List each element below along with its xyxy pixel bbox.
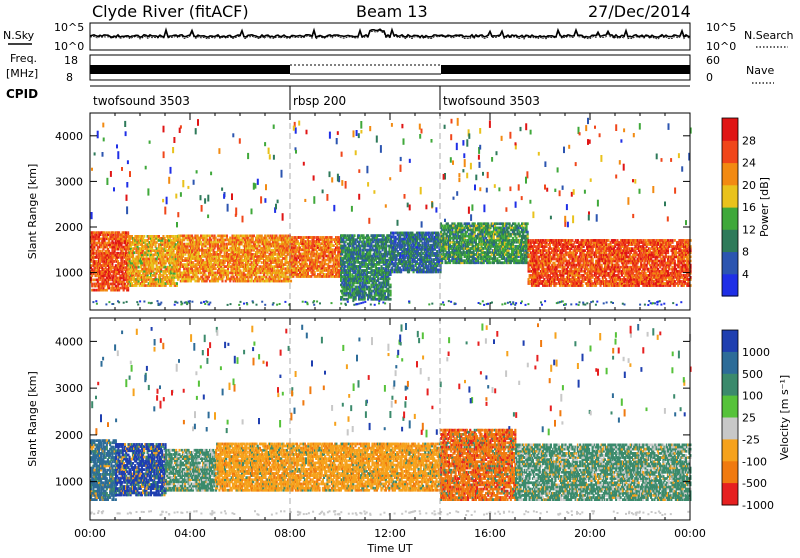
data-cell	[390, 290, 392, 293]
data-cell	[93, 279, 95, 282]
data-cell	[314, 236, 316, 239]
data-cell	[113, 231, 115, 234]
data-cell	[226, 235, 228, 238]
data-cell	[302, 236, 304, 239]
data-cell	[200, 272, 202, 275]
data-cell	[229, 237, 231, 240]
data-cell	[127, 287, 129, 290]
data-cell	[297, 240, 299, 243]
data-cell	[127, 231, 129, 234]
data-cell	[194, 280, 196, 283]
data-cell	[253, 235, 255, 238]
freq-label-line2: [MHz]	[6, 67, 38, 80]
data-cell	[189, 276, 191, 279]
noise-sky-label: N.Sky	[3, 29, 35, 42]
cpid-segment-label: rbsp 200	[293, 94, 346, 108]
data-segment	[178, 235, 293, 283]
date-title: 27/Dec/2014	[588, 2, 691, 21]
data-cell	[184, 263, 186, 266]
nave-label: Nave	[746, 64, 774, 77]
data-cell	[333, 244, 335, 247]
cpid-segments: twofsound 3503 rbsp 200 twofsound 3503	[93, 86, 540, 110]
data-cell	[251, 261, 253, 264]
data-cell	[224, 243, 226, 246]
data-cell	[325, 259, 327, 262]
data-cell	[325, 263, 327, 266]
noise-left-tick-top: 10^5	[54, 21, 84, 34]
noise-search-label: N.Search	[744, 29, 794, 42]
data-segment	[128, 235, 180, 287]
cpid-segment-label: twofsound 3503	[93, 94, 190, 108]
data-cell	[343, 298, 345, 301]
data-cell	[392, 232, 394, 235]
noise-right-tick-bottom: 10^0	[706, 40, 736, 53]
data-segment	[390, 232, 442, 274]
beam-title: Beam 13	[356, 2, 428, 21]
data-cell	[314, 271, 316, 274]
data-segment	[290, 236, 342, 278]
data-cell	[290, 280, 292, 283]
data-cell	[390, 284, 392, 287]
data-cell	[354, 234, 356, 237]
data-cell	[125, 231, 127, 234]
data-cell	[297, 265, 299, 268]
data-cell	[383, 234, 385, 237]
data-cell	[138, 266, 140, 269]
data-cell	[91, 283, 93, 286]
data-cell	[215, 237, 217, 240]
data-cell	[200, 241, 202, 244]
freq-left-tick-bottom: 8	[66, 71, 73, 84]
data-segment	[340, 234, 392, 300]
data-cell	[388, 277, 390, 280]
data-cell	[261, 235, 263, 238]
data-cell	[259, 276, 261, 279]
data-cell	[345, 265, 347, 268]
data-cell	[203, 235, 205, 238]
noise-right-tick-top: 10^5	[706, 21, 736, 34]
data-cell	[390, 298, 392, 301]
cpid-segment-label: twofsound 3503	[443, 94, 540, 108]
freq-label-line1: Freq.	[10, 52, 37, 65]
data-cell	[210, 239, 212, 242]
freq-right-tick-bottom: 0	[706, 71, 713, 84]
data-cell	[261, 261, 263, 264]
data-cell	[93, 289, 95, 292]
data-cell	[192, 261, 194, 264]
noise-left-tick-bottom: 10^0	[54, 40, 84, 53]
data-cell	[119, 287, 121, 290]
data-segment	[90, 231, 129, 291]
freq-left-tick-top: 18	[64, 54, 78, 67]
data-cell	[291, 236, 293, 239]
data-cell	[176, 282, 178, 285]
data-cell	[331, 236, 333, 239]
data-cell	[413, 264, 415, 267]
cpid-label: CPID	[6, 87, 38, 101]
freq-band-right	[441, 65, 690, 74]
freq-band-left	[90, 65, 290, 74]
station-title: Clyde River (fitACF)	[92, 2, 249, 21]
freq-right-tick-top: 60	[706, 54, 720, 67]
data-cell	[173, 235, 175, 238]
data-cell	[143, 235, 145, 238]
data-cell	[319, 236, 321, 239]
data-cell	[144, 284, 146, 287]
data-cell	[215, 267, 217, 270]
data-cell	[133, 251, 135, 254]
data-cell	[400, 269, 402, 272]
